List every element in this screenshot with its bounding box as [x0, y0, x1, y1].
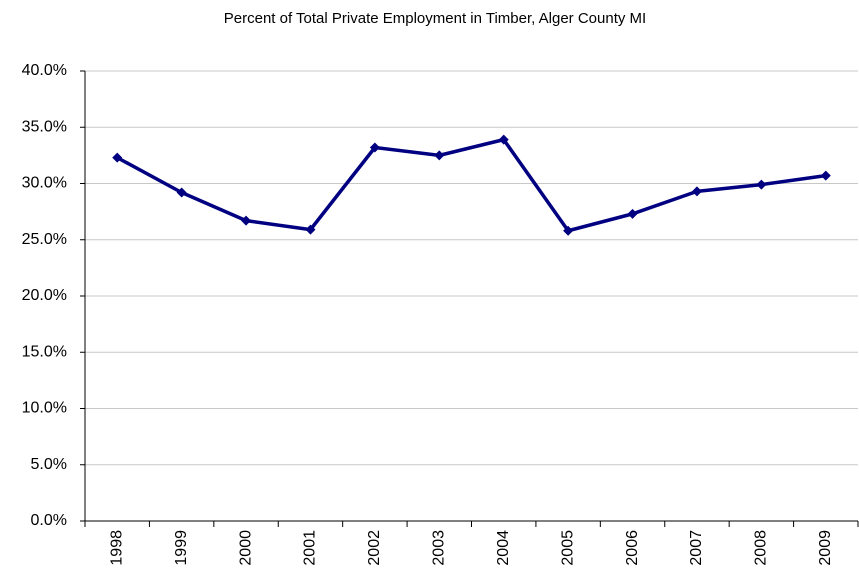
marker [820, 170, 831, 181]
marker [563, 225, 574, 236]
x-tick-label: 2003 [431, 530, 448, 566]
x-tick-label: 2009 [817, 530, 834, 566]
marker [369, 142, 380, 153]
line [116, 137, 827, 233]
x-tick-label: 2000 [237, 530, 254, 566]
y-tick-label: 35.0% [22, 118, 67, 135]
x-tick-label: 2001 [302, 530, 319, 566]
x-tick-label: 2007 [688, 530, 705, 566]
marker [176, 187, 187, 198]
marker [756, 179, 767, 190]
marker [434, 150, 445, 161]
x-tick-label: 2006 [624, 530, 641, 566]
marker [305, 224, 316, 235]
x-tick-label: 2005 [559, 530, 576, 566]
y-tick-label: 30.0% [22, 175, 67, 192]
y-tick-label: 40.0% [22, 62, 67, 79]
y-tick-label: 5.0% [31, 456, 67, 473]
x-tick-label: 1999 [173, 530, 190, 566]
y-tick-label: 0.0% [31, 512, 67, 529]
x-tick-label: 1998 [108, 530, 125, 566]
marker [627, 208, 638, 219]
marker [241, 215, 252, 226]
marker [691, 186, 702, 197]
x-tick-label: 2008 [753, 530, 770, 566]
marker [498, 134, 509, 145]
y-tick-label: 25.0% [22, 231, 67, 248]
y-tick-label: 10.0% [22, 400, 67, 417]
y-tick-label: 15.0% [22, 343, 67, 360]
marker [112, 152, 123, 163]
x-tick-label: 2004 [495, 530, 512, 566]
x-tick-label: 2002 [366, 530, 383, 566]
chart-title: Percent of Total Private Employment in T… [224, 10, 646, 27]
y-tick-label: 20.0% [22, 287, 67, 304]
